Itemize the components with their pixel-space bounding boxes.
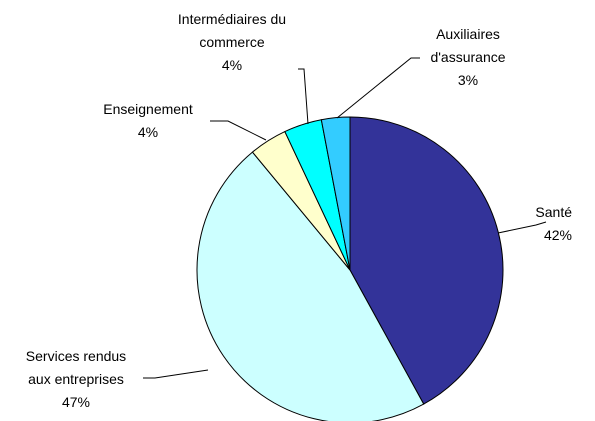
percent-label: 4% xyxy=(137,124,159,140)
percent-label: 47% xyxy=(61,394,91,410)
percent-label: 4% xyxy=(221,57,243,73)
slice-label: Services rendus aux entreprises 47% xyxy=(26,345,126,414)
slice-label: Santé 42% xyxy=(535,201,572,247)
category-name: Santé xyxy=(535,204,572,220)
leader-line xyxy=(298,68,309,125)
slice-label: Intermédiaires du commerce 4% xyxy=(178,8,286,77)
category-name: Intermédiaires du commerce xyxy=(177,11,287,50)
leader-line xyxy=(143,369,209,379)
percent-label: 3% xyxy=(457,72,479,88)
leader-line xyxy=(497,221,547,234)
pie-slice xyxy=(320,116,351,271)
pie-slice xyxy=(349,116,504,405)
percent-label: 42% xyxy=(543,227,572,243)
category-name: Auxiliaires d'assurance xyxy=(430,26,506,65)
slice-label: Enseignement 4% xyxy=(103,98,193,144)
category-name: Enseignement xyxy=(103,101,193,117)
leader-line xyxy=(210,120,267,141)
slice-label: Auxiliaires d'assurance 3% xyxy=(430,23,505,92)
category-name: Services rendus aux entreprises xyxy=(25,348,127,387)
leader-line xyxy=(336,57,420,119)
pie-slice xyxy=(196,151,425,421)
